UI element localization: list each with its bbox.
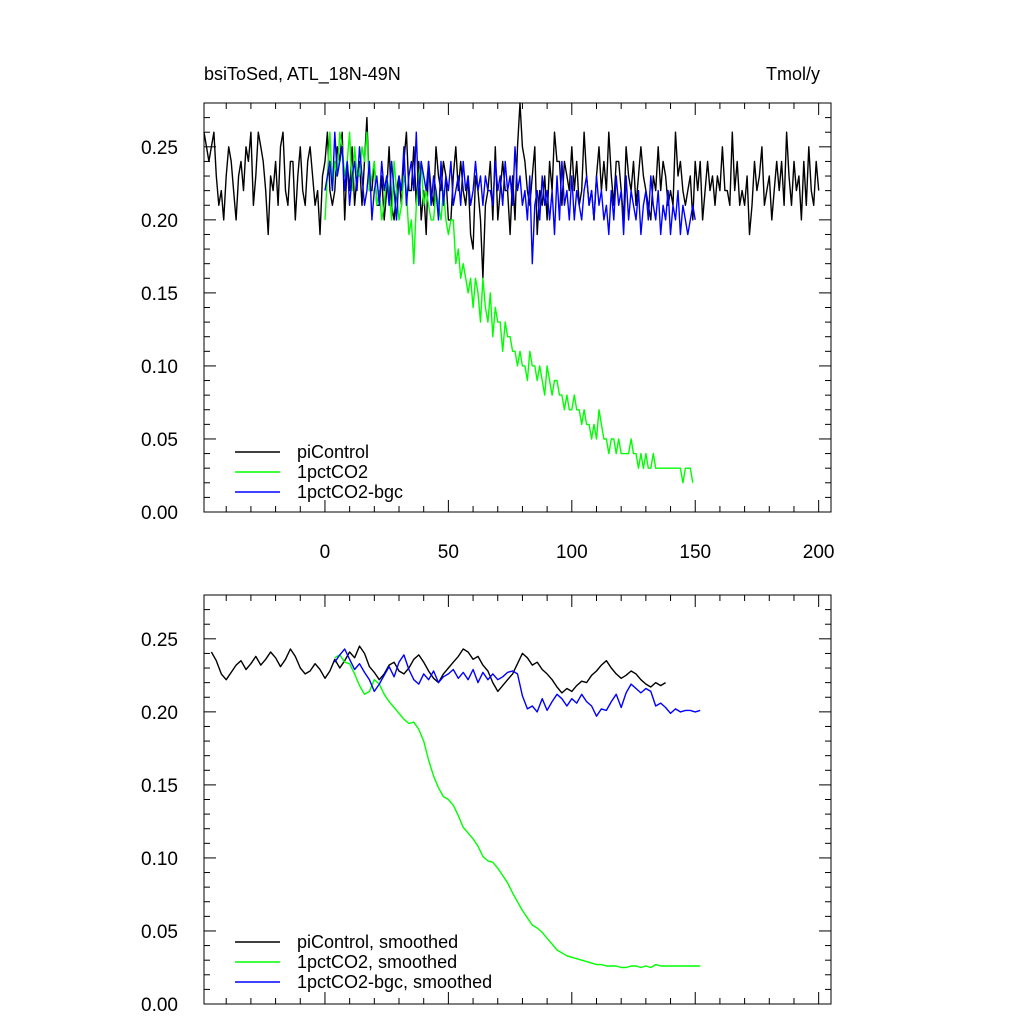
top-ytick-label: 0.05 bbox=[141, 430, 178, 451]
bottom-ytick-label: 0.05 bbox=[141, 922, 178, 943]
series-1pctco2-smoothed bbox=[334, 654, 701, 969]
top-ytick-label: 0.15 bbox=[141, 284, 178, 305]
bottom-ytick-label: 0.15 bbox=[141, 776, 178, 797]
legend-label-picontrol-smoothed: piControl, smoothed bbox=[297, 932, 458, 952]
legend-label-picontrol: piControl bbox=[297, 442, 369, 462]
bottom-ytick-label: 0.20 bbox=[141, 703, 178, 724]
series-picontrol-smoothed bbox=[210, 645, 666, 694]
legend-label-1pctco2-bgc: 1pctCO2-bgc bbox=[297, 482, 403, 502]
top-series-group bbox=[203, 102, 820, 484]
series-picontrol bbox=[203, 102, 820, 279]
bottom-axis-ticks: 0.00 0.05 0.10 0.15 0.20 0.25 bbox=[141, 595, 831, 1016]
legend-label-1pctco2-bgc-smoothed: 1pctCO2-bgc, smoothed bbox=[297, 972, 492, 992]
top-xtick-label: 150 bbox=[679, 542, 711, 563]
series-1pctco2-bgc-smoothed bbox=[334, 648, 701, 717]
bottom-ytick-label: 0.25 bbox=[141, 630, 178, 651]
chart-title-left: bsiToSed, ATL_18N-49N bbox=[204, 64, 401, 85]
top-plot-frame bbox=[203, 102, 832, 513]
legend-label-1pctco2: 1pctCO2 bbox=[297, 462, 368, 482]
top-xtick-label: 0 bbox=[320, 542, 331, 563]
top-ytick-label: 0.10 bbox=[141, 357, 178, 378]
bottom-panel: 0.00 0.05 0.10 0.15 0.20 0.25 piControl, smoo… bbox=[141, 594, 832, 1016]
bottom-ytick-label: 0.10 bbox=[141, 849, 178, 870]
bottom-legend: piControl, smoothed 1pctCO2, smoothed 1p… bbox=[235, 932, 492, 992]
top-xtick-label: 200 bbox=[803, 542, 835, 563]
top-xtick-label: 50 bbox=[438, 542, 459, 563]
chart-title-right-units: Tmol/y bbox=[766, 64, 820, 84]
top-xtick-label: 100 bbox=[556, 542, 588, 563]
top-panel: bsiToSed, ATL_18N-49N Tmol/y 0.00 0.05 0.1… bbox=[141, 64, 834, 563]
top-ytick-label: 0.00 bbox=[141, 503, 178, 524]
top-ytick-label: 0.20 bbox=[141, 211, 178, 232]
top-axis-ticks: 0.00 0.05 0.10 0.15 0.20 0.25 0 50 100 150 200 bbox=[141, 103, 835, 563]
bottom-plot-frame bbox=[203, 594, 832, 1005]
top-legend: piControl 1pctCO2 1pctCO2-bgc bbox=[235, 442, 403, 502]
top-ytick-label: 0.25 bbox=[141, 138, 178, 159]
series-1pctco2-bgc bbox=[324, 131, 696, 265]
legend-label-1pctco2-smoothed: 1pctCO2, smoothed bbox=[297, 952, 457, 972]
bottom-ytick-label: 0.00 bbox=[141, 995, 178, 1016]
bottom-series-group bbox=[210, 645, 701, 969]
